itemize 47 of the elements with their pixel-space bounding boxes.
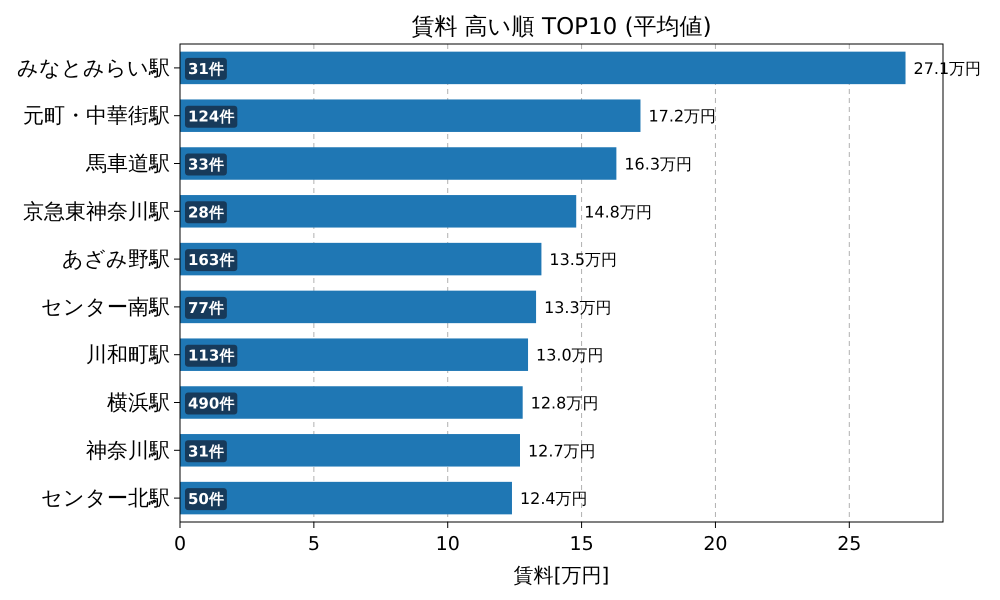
bar	[180, 52, 906, 84]
bar	[180, 482, 512, 514]
y-tick-label: 馬車道駅	[85, 152, 170, 176]
annotation: 31件	[188, 60, 224, 78]
data-label: 16.3万円	[624, 154, 692, 174]
data-label: 14.8万円	[584, 202, 652, 222]
annotation: 77件	[188, 298, 224, 317]
annotation: 113件	[188, 346, 234, 365]
y-tick-label: 横浜駅	[107, 390, 170, 414]
bar	[180, 338, 528, 371]
x-tick-label: 5	[308, 533, 320, 555]
y-tick-label: 川和町駅	[86, 342, 170, 367]
y-tick-label: 元町・中華街駅	[23, 104, 170, 128]
data-label: 17.2万円	[648, 106, 716, 126]
x-tick-label: 0	[174, 533, 186, 555]
bar	[180, 242, 542, 276]
annotation: 28件	[188, 203, 224, 222]
y-tick-label: センター北駅	[41, 486, 170, 510]
data-label: 12.7万円	[528, 441, 596, 460]
x-tick-label: 20	[703, 533, 728, 555]
y-tick-label: 京急東神奈川駅	[23, 199, 170, 224]
annotation: 50件	[188, 490, 224, 508]
x-tick-label: 25	[837, 533, 862, 555]
annotation: 163件	[188, 251, 234, 270]
x-tick-label: 15	[569, 533, 594, 555]
annotation: 490件	[188, 394, 234, 412]
bar	[180, 99, 640, 132]
bar	[180, 290, 536, 324]
data-label: 13.3万円	[544, 298, 612, 317]
y-tick-label: あざみ野駅	[62, 247, 170, 272]
y-tick-label: 神奈川駅	[86, 438, 170, 462]
annotation: 124件	[188, 108, 234, 126]
x-tick-label: 10	[436, 533, 460, 555]
bar	[180, 195, 576, 228]
bar	[180, 434, 520, 467]
annotation: 33件	[188, 156, 224, 174]
x-axis-title: 賃料[万円]	[514, 563, 610, 587]
data-label: 12.4万円	[520, 489, 588, 508]
y-tick-label: みなとみらい駅	[17, 56, 170, 80]
y-tick-label: センター南駅	[41, 294, 170, 319]
data-label: 13.5万円	[549, 250, 618, 270]
annotation: 31件	[188, 442, 224, 460]
bar	[180, 147, 616, 180]
data-label: 12.8万円	[530, 394, 598, 412]
bar	[180, 386, 523, 419]
chart-title: 賃料 高い順 TOP10 (平均値)	[411, 14, 712, 40]
data-label: 13.0万円	[536, 346, 604, 365]
